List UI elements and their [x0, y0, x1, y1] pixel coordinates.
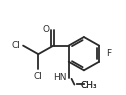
Text: F: F: [106, 49, 111, 58]
Text: CH₃: CH₃: [80, 81, 97, 90]
Text: Cl: Cl: [34, 72, 43, 81]
Text: Cl: Cl: [11, 41, 20, 50]
Text: O: O: [43, 25, 50, 34]
Text: CH₃: CH₃: [80, 81, 97, 90]
Text: HN: HN: [53, 73, 67, 82]
